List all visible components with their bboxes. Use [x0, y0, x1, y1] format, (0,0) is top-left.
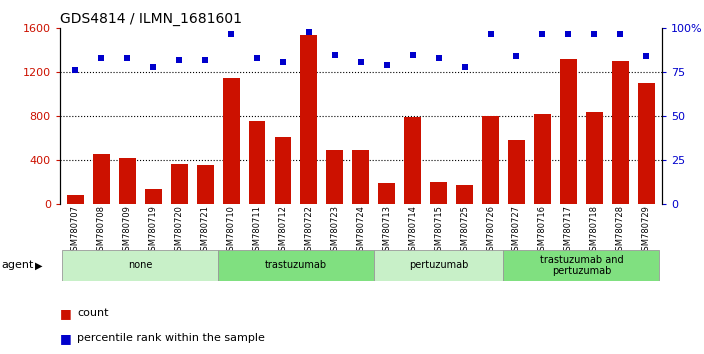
Point: [122, 55, 133, 61]
Point: [459, 64, 470, 70]
Text: GDS4814 / ILMN_1681601: GDS4814 / ILMN_1681601: [60, 12, 242, 26]
Bar: [301, 35, 318, 204]
Text: none: none: [128, 261, 153, 270]
Bar: [222, 78, 239, 204]
Point: [536, 31, 548, 36]
Point: [381, 62, 392, 68]
Text: ■: ■: [60, 332, 72, 344]
Point: [485, 31, 496, 36]
Bar: [275, 137, 291, 204]
Point: [615, 31, 626, 36]
Text: pertuzumab: pertuzumab: [409, 261, 468, 270]
Bar: [353, 150, 369, 204]
Text: agent: agent: [1, 261, 34, 270]
Point: [199, 57, 210, 63]
Bar: [93, 154, 110, 204]
Point: [225, 31, 237, 36]
Bar: [171, 164, 188, 204]
Point: [96, 55, 107, 61]
Text: trastuzumab and
pertuzumab: trastuzumab and pertuzumab: [539, 255, 623, 276]
Point: [407, 52, 418, 57]
Bar: [249, 121, 265, 204]
Point: [148, 64, 159, 70]
Text: count: count: [77, 308, 109, 318]
Bar: [612, 61, 629, 204]
Bar: [560, 59, 577, 204]
Point: [355, 59, 366, 64]
Point: [251, 55, 263, 61]
Point: [70, 68, 81, 73]
Bar: [404, 117, 421, 204]
FancyBboxPatch shape: [374, 250, 503, 281]
Point: [433, 55, 444, 61]
Point: [511, 53, 522, 59]
Bar: [378, 183, 395, 204]
FancyBboxPatch shape: [63, 250, 218, 281]
Bar: [638, 83, 655, 204]
Bar: [534, 114, 551, 204]
Bar: [456, 185, 473, 204]
Text: percentile rank within the sample: percentile rank within the sample: [77, 333, 265, 343]
Point: [641, 53, 652, 59]
FancyBboxPatch shape: [218, 250, 374, 281]
Point: [562, 31, 574, 36]
Bar: [145, 189, 162, 204]
Point: [589, 31, 600, 36]
Bar: [67, 195, 84, 204]
Bar: [508, 140, 525, 204]
Point: [277, 59, 289, 64]
Point: [303, 29, 315, 35]
Bar: [327, 150, 344, 204]
Bar: [119, 158, 136, 204]
FancyBboxPatch shape: [503, 250, 659, 281]
Bar: [482, 116, 499, 204]
Text: ■: ■: [60, 307, 72, 320]
Bar: [430, 182, 447, 204]
Bar: [196, 165, 213, 204]
Point: [329, 52, 341, 57]
Text: trastuzumab: trastuzumab: [265, 261, 327, 270]
Bar: [586, 112, 603, 204]
Text: ▶: ▶: [35, 261, 43, 270]
Point: [174, 57, 185, 63]
